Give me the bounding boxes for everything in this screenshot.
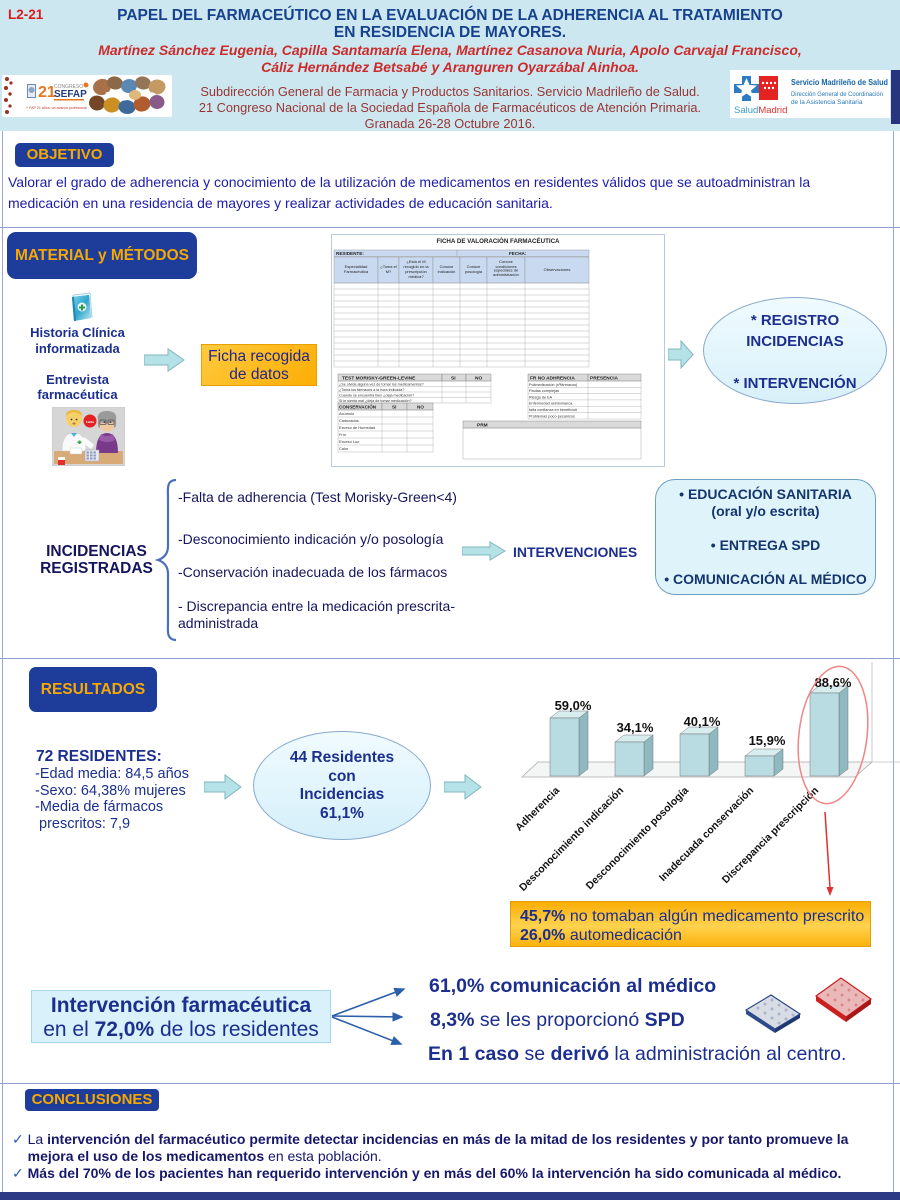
svg-text:administración: administración xyxy=(493,272,519,277)
svg-text:CONGRESO: CONGRESO xyxy=(54,84,83,90)
svg-text:Conoce: Conoce xyxy=(499,259,514,264)
svg-text:Riesgo de EA: Riesgo de EA xyxy=(529,395,553,399)
svg-text:¿Se olvida alguna vez de tomar: ¿Se olvida alguna vez de tomar los medic… xyxy=(339,382,424,386)
svg-text:Servicio Madrileño de Salud: Servicio Madrileño de Salud xyxy=(791,77,888,87)
svg-text:Especialidad: Especialidad xyxy=(345,264,368,269)
svg-text:Exceso de Humedad: Exceso de Humedad xyxy=(339,425,375,430)
svg-text:¿Toma los fármacos a la hora i: ¿Toma los fármacos a la hora indicada? xyxy=(339,388,404,392)
svg-text:posología: posología xyxy=(465,269,483,274)
svg-text:Observaciones: Observaciones xyxy=(544,267,571,272)
svg-text:NO: NO xyxy=(475,376,482,382)
svg-text:Polimedicación (nºfármacos): Polimedicación (nºfármacos) xyxy=(529,383,578,387)
svg-text:SI: SI xyxy=(451,376,456,382)
svg-text:+ FAP 21 años: un avance profe: + FAP 21 años: un avance profesional xyxy=(26,106,87,110)
svg-text:Cuando se encuentra bien ¿deja: Cuando se encuentra bien ¿deja medicació… xyxy=(339,393,414,397)
svg-text:falta confianza en beneficio#: falta confianza en beneficio# xyxy=(529,408,578,412)
svg-text:FICHA DE VALORACIÓN FARMACÉUTI: FICHA DE VALORACIÓN FARMACÉUTICA xyxy=(436,237,560,245)
svg-text:CONSERVACIÓN: CONSERVACIÓN xyxy=(339,403,377,410)
svg-text:Exceso Luz: Exceso Luz xyxy=(339,439,359,444)
svg-text:recogido en la: recogido en la xyxy=(403,264,429,269)
svg-text:especiales de: especiales de xyxy=(494,268,519,273)
svg-text:Conoce: Conoce xyxy=(467,264,482,269)
svg-text:M?: M? xyxy=(386,269,392,274)
svg-text:Desconocimiento posología: Desconocimiento posología xyxy=(584,785,692,893)
svg-text:34,1%: 34,1% xyxy=(617,720,654,735)
svg-text:RESIDENTE:: RESIDENTE: xyxy=(336,251,364,256)
svg-text:TEST MORISKY-GREEN-LEVINE: TEST MORISKY-GREEN-LEVINE xyxy=(342,376,416,382)
svg-text:59,0%: 59,0% xyxy=(555,698,592,713)
svg-text:FeNis: FeNis xyxy=(86,420,95,424)
svg-text:Problemas poco-pecanicos: Problemas poco-pecanicos xyxy=(529,414,575,418)
svg-text:de la Asistencia Sanitaria: de la Asistencia Sanitaria xyxy=(791,99,863,106)
svg-text:Dirección General de Coordinac: Dirección General de Coordinación xyxy=(791,91,883,98)
svg-text:FR NO ADHRENCIA: FR NO ADHRENCIA xyxy=(530,376,575,382)
svg-text:Acúmulo: Acúmulo xyxy=(339,411,354,416)
svg-text:médica?: médica? xyxy=(408,274,424,279)
svg-text:Frío: Frío xyxy=(339,432,346,437)
svg-text:¿Está el M: ¿Está el M xyxy=(406,259,425,264)
svg-text:prescripción: prescripción xyxy=(405,269,427,274)
svg-text:condiciones: condiciones xyxy=(495,264,516,269)
svg-text:15,9%: 15,9% xyxy=(749,733,786,748)
svg-text:¿Toma el: ¿Toma el xyxy=(380,264,397,269)
svg-text:Caducados: Caducados xyxy=(339,418,359,423)
svg-text:Enfermedad asintomanca: Enfermedad asintomanca xyxy=(529,402,573,406)
svg-text:indicación: indicación xyxy=(438,269,456,274)
svg-text:SI: SI xyxy=(392,405,396,410)
svg-text:PRM: PRM xyxy=(477,423,488,429)
svg-text:40,1%: 40,1% xyxy=(684,714,721,729)
svg-text:Pautas complejas: Pautas complejas xyxy=(529,389,559,393)
svg-text:Desconocimiento indicación: Desconocimiento indicación xyxy=(517,785,626,894)
svg-text:Si le sienta mal ¿deja de toma: Si le sienta mal ¿deja de tomar medicaci… xyxy=(339,399,412,403)
svg-text:NO: NO xyxy=(417,405,424,410)
svg-text:PRESENCIA: PRESENCIA xyxy=(590,376,619,382)
svg-text:SaludMadrid: SaludMadrid xyxy=(734,105,787,116)
svg-text:Adherencia: Adherencia xyxy=(513,785,562,834)
svg-text:88,6%: 88,6% xyxy=(815,675,852,690)
svg-text:Farmacéutica: Farmacéutica xyxy=(344,269,369,274)
svg-text:SEFAP: SEFAP xyxy=(54,89,87,100)
svg-text:FECHA:: FECHA: xyxy=(509,251,527,256)
svg-text:Conoce: Conoce xyxy=(440,264,455,269)
svg-text:Calor: Calor xyxy=(339,446,349,451)
svg-text:21: 21 xyxy=(38,84,56,101)
